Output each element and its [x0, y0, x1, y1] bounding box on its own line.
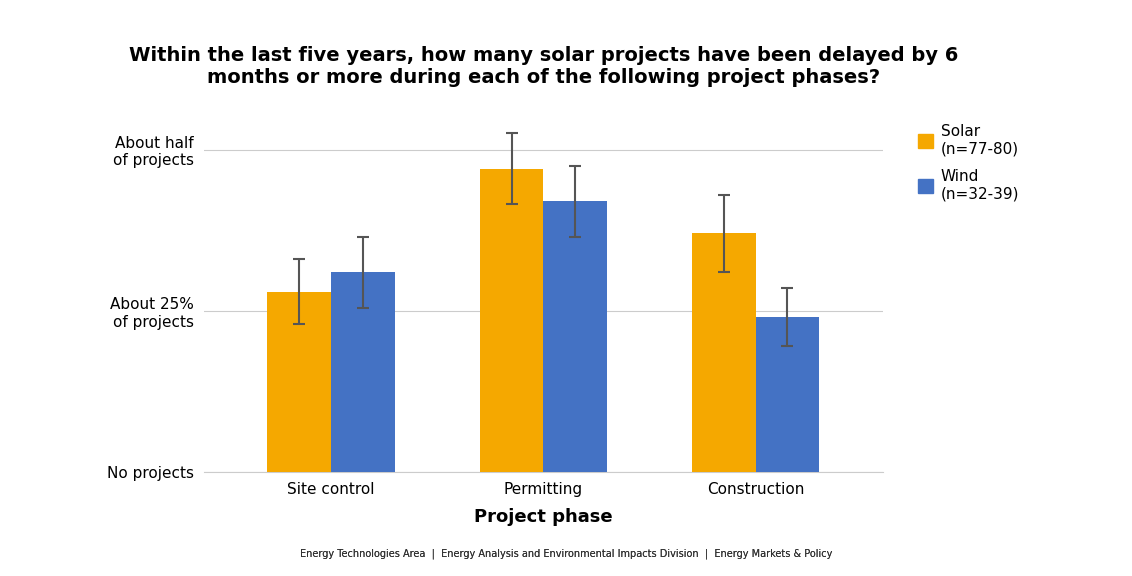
Bar [692, 233, 756, 472]
Bar [480, 169, 543, 472]
Text: Energy Technologies Area  |  Energy Analysis and Environmental Impacts Division : Energy Technologies Area | Energy Analys… [300, 548, 832, 559]
Bar [756, 317, 820, 472]
Bar [267, 291, 331, 472]
Legend: Solar
(n=77-80), Wind
(n=32-39): Solar (n=77-80), Wind (n=32-39) [918, 124, 1019, 201]
X-axis label: Project phase: Project phase [474, 508, 612, 526]
Bar [543, 201, 607, 472]
Bar [331, 272, 395, 472]
Text: Energy Technologies Area  |  Energy Analysis and Environmental Impacts Division : Energy Technologies Area | Energy Analys… [300, 548, 832, 559]
Text: Within the last five years, how many solar projects have been delayed by 6
month: Within the last five years, how many sol… [129, 46, 958, 87]
